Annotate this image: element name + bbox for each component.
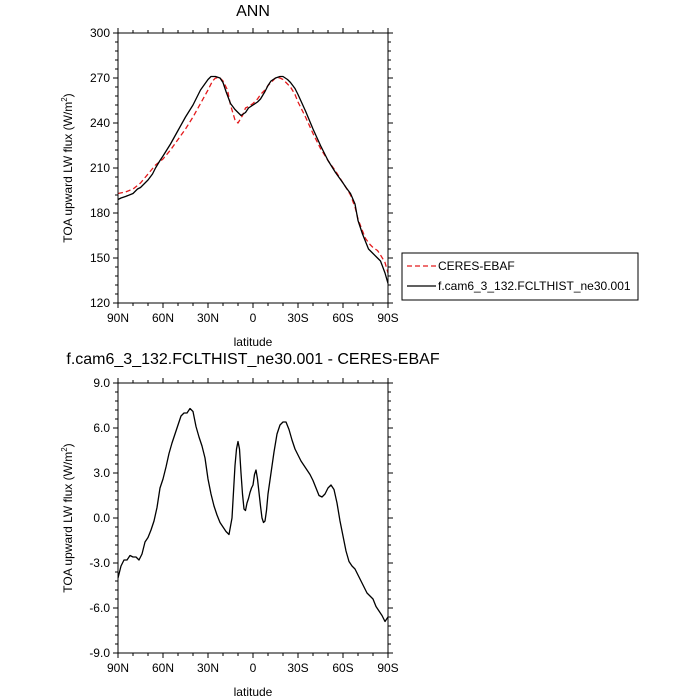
top-x-tick-label: 90N <box>107 311 129 325</box>
bottom-y-axis-label-text: TOA upward LW flux (W/m <box>61 452 75 593</box>
top-x-tick-label: 90S <box>377 311 398 325</box>
bottom-x-tick-label: 90S <box>377 661 398 675</box>
bottom-plot-area <box>117 407 389 623</box>
top-y-axis-label: TOA upward LW flux (W/m2) <box>60 93 75 242</box>
top-y-tick-label: 120 <box>90 296 110 310</box>
top-chart-title: ANN <box>236 3 270 20</box>
bottom-series-line-series-0 <box>117 407 389 623</box>
top-x-tick-label: 30N <box>197 311 219 325</box>
top-plot-area <box>117 75 389 284</box>
top-y-tick-label: 210 <box>90 161 110 175</box>
bottom-y-tick-label: 0.0 <box>93 511 110 525</box>
legend-label-model: f.cam6_3_132.FCLTHIST_ne30.001 <box>438 279 631 293</box>
top-ticks: 90N 60N 30N 0 30S 60S 90S 120 150 180 210 240 270 300 <box>90 26 399 325</box>
bottom-x-tick-label: 30N <box>197 661 219 675</box>
bottom-x-tick-label: 90N <box>107 661 129 675</box>
bottom-y-tick-label: 6.0 <box>93 421 110 435</box>
bottom-x-tick-label: 0 <box>250 661 257 675</box>
top-series-line-ceres-ebaf <box>117 77 389 274</box>
top-y-axis-label-close: ) <box>61 93 75 97</box>
bottom-y-tick-label: -3.0 <box>89 556 110 570</box>
bottom-y-tick-label: -9.0 <box>89 646 110 660</box>
top-y-axis-label-text: TOA upward LW flux (W/m <box>61 102 75 243</box>
bottom-x-axis-label: latitude <box>234 685 273 699</box>
bottom-y-axis-label-close: ) <box>61 443 75 447</box>
top-series-line-f-cam6-3-132-fclthist-ne30-001 <box>117 75 389 284</box>
top-x-tick-label: 0 <box>250 311 257 325</box>
bottom-x-tick-label: 30S <box>287 661 308 675</box>
top-y-tick-label: 180 <box>90 206 110 220</box>
top-x-tick-label: 30S <box>287 311 308 325</box>
top-y-tick-label: 150 <box>90 251 110 265</box>
top-y-tick-label: 270 <box>90 71 110 85</box>
top-x-tick-label: 60S <box>332 311 353 325</box>
bottom-chart-title: f.cam6_3_132.FCLTHIST_ne30.001 - CERES-E… <box>66 351 439 368</box>
bottom-plot-frame <box>117 382 389 654</box>
bottom-x-tick-label: 60N <box>152 661 174 675</box>
bottom-y-tick-label: 3.0 <box>93 466 110 480</box>
bottom-y-axis-label-superscript: 2 <box>60 447 69 452</box>
bottom-x-tick-label: 60S <box>332 661 353 675</box>
bottom-panel: f.cam6_3_132.FCLTHIST_ne30.001 - CERES-E… <box>60 351 440 699</box>
legend-label-ceres-ebaf: CERES-EBAF <box>438 259 515 273</box>
top-y-tick-label: 240 <box>90 116 110 130</box>
legend: CERES-EBAF f.cam6_3_132.FCLTHIST_ne30.00… <box>401 252 639 301</box>
bottom-y-tick-label: -6.0 <box>89 601 110 615</box>
top-plot-frame <box>117 32 389 304</box>
legend-box <box>401 252 639 301</box>
top-x-tick-label: 60N <box>152 311 174 325</box>
top-x-axis-label: latitude <box>234 335 273 349</box>
top-y-tick-label: 300 <box>90 26 110 40</box>
top-y-axis-label-superscript: 2 <box>60 97 69 102</box>
bottom-y-tick-label: 9.0 <box>93 376 110 390</box>
bottom-ticks: 90N 60N 30N 0 30S 60S 90S -9.0 -6.0 -3.0 0.0 3.0 6.0… <box>89 376 398 675</box>
top-panel: ANN 90N 60N 30N 0 30S 60S 90S 120 150 180 210 240 27… <box>60 3 639 349</box>
bottom-y-axis-label: TOA upward LW flux (W/m2) <box>60 443 75 592</box>
